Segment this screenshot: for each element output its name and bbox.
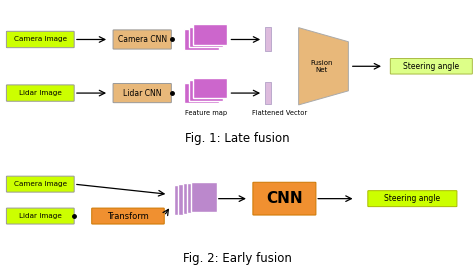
Text: Lidar Image: Lidar Image — [19, 90, 62, 96]
Bar — [184, 83, 219, 103]
FancyBboxPatch shape — [7, 31, 74, 48]
Bar — [174, 185, 201, 215]
Text: Feature map: Feature map — [185, 110, 227, 116]
FancyBboxPatch shape — [390, 58, 472, 74]
FancyBboxPatch shape — [368, 191, 457, 207]
Bar — [189, 27, 223, 47]
Text: Fusion
Net: Fusion Net — [310, 60, 333, 73]
Text: CNN: CNN — [266, 191, 303, 206]
FancyBboxPatch shape — [92, 208, 164, 224]
Text: Camera CNN: Camera CNN — [118, 35, 167, 44]
Bar — [179, 184, 205, 215]
Text: Camera Image: Camera Image — [14, 37, 67, 42]
Text: Transform: Transform — [107, 212, 149, 220]
FancyBboxPatch shape — [113, 30, 172, 49]
Bar — [187, 183, 213, 213]
Bar — [264, 83, 271, 104]
FancyBboxPatch shape — [113, 83, 172, 103]
FancyBboxPatch shape — [253, 182, 316, 215]
Text: Lidar Image: Lidar Image — [19, 213, 62, 219]
Bar — [191, 182, 217, 212]
Text: Flattened Vector: Flattened Vector — [252, 110, 307, 116]
Text: Steering angle: Steering angle — [403, 62, 459, 71]
Bar — [183, 183, 209, 214]
Bar — [184, 29, 219, 50]
Text: Fig. 2: Early fusion: Fig. 2: Early fusion — [182, 252, 292, 265]
Bar — [193, 24, 227, 45]
Polygon shape — [299, 28, 348, 105]
Text: Fig. 1: Late fusion: Fig. 1: Late fusion — [185, 132, 289, 145]
Text: Camera Image: Camera Image — [14, 181, 67, 187]
Text: Steering angle: Steering angle — [384, 194, 440, 203]
Bar — [193, 78, 227, 98]
FancyBboxPatch shape — [7, 208, 74, 224]
Bar — [189, 80, 223, 101]
Text: Lidar CNN: Lidar CNN — [123, 89, 162, 98]
Bar — [264, 27, 271, 52]
FancyBboxPatch shape — [7, 176, 74, 192]
FancyBboxPatch shape — [7, 85, 74, 101]
